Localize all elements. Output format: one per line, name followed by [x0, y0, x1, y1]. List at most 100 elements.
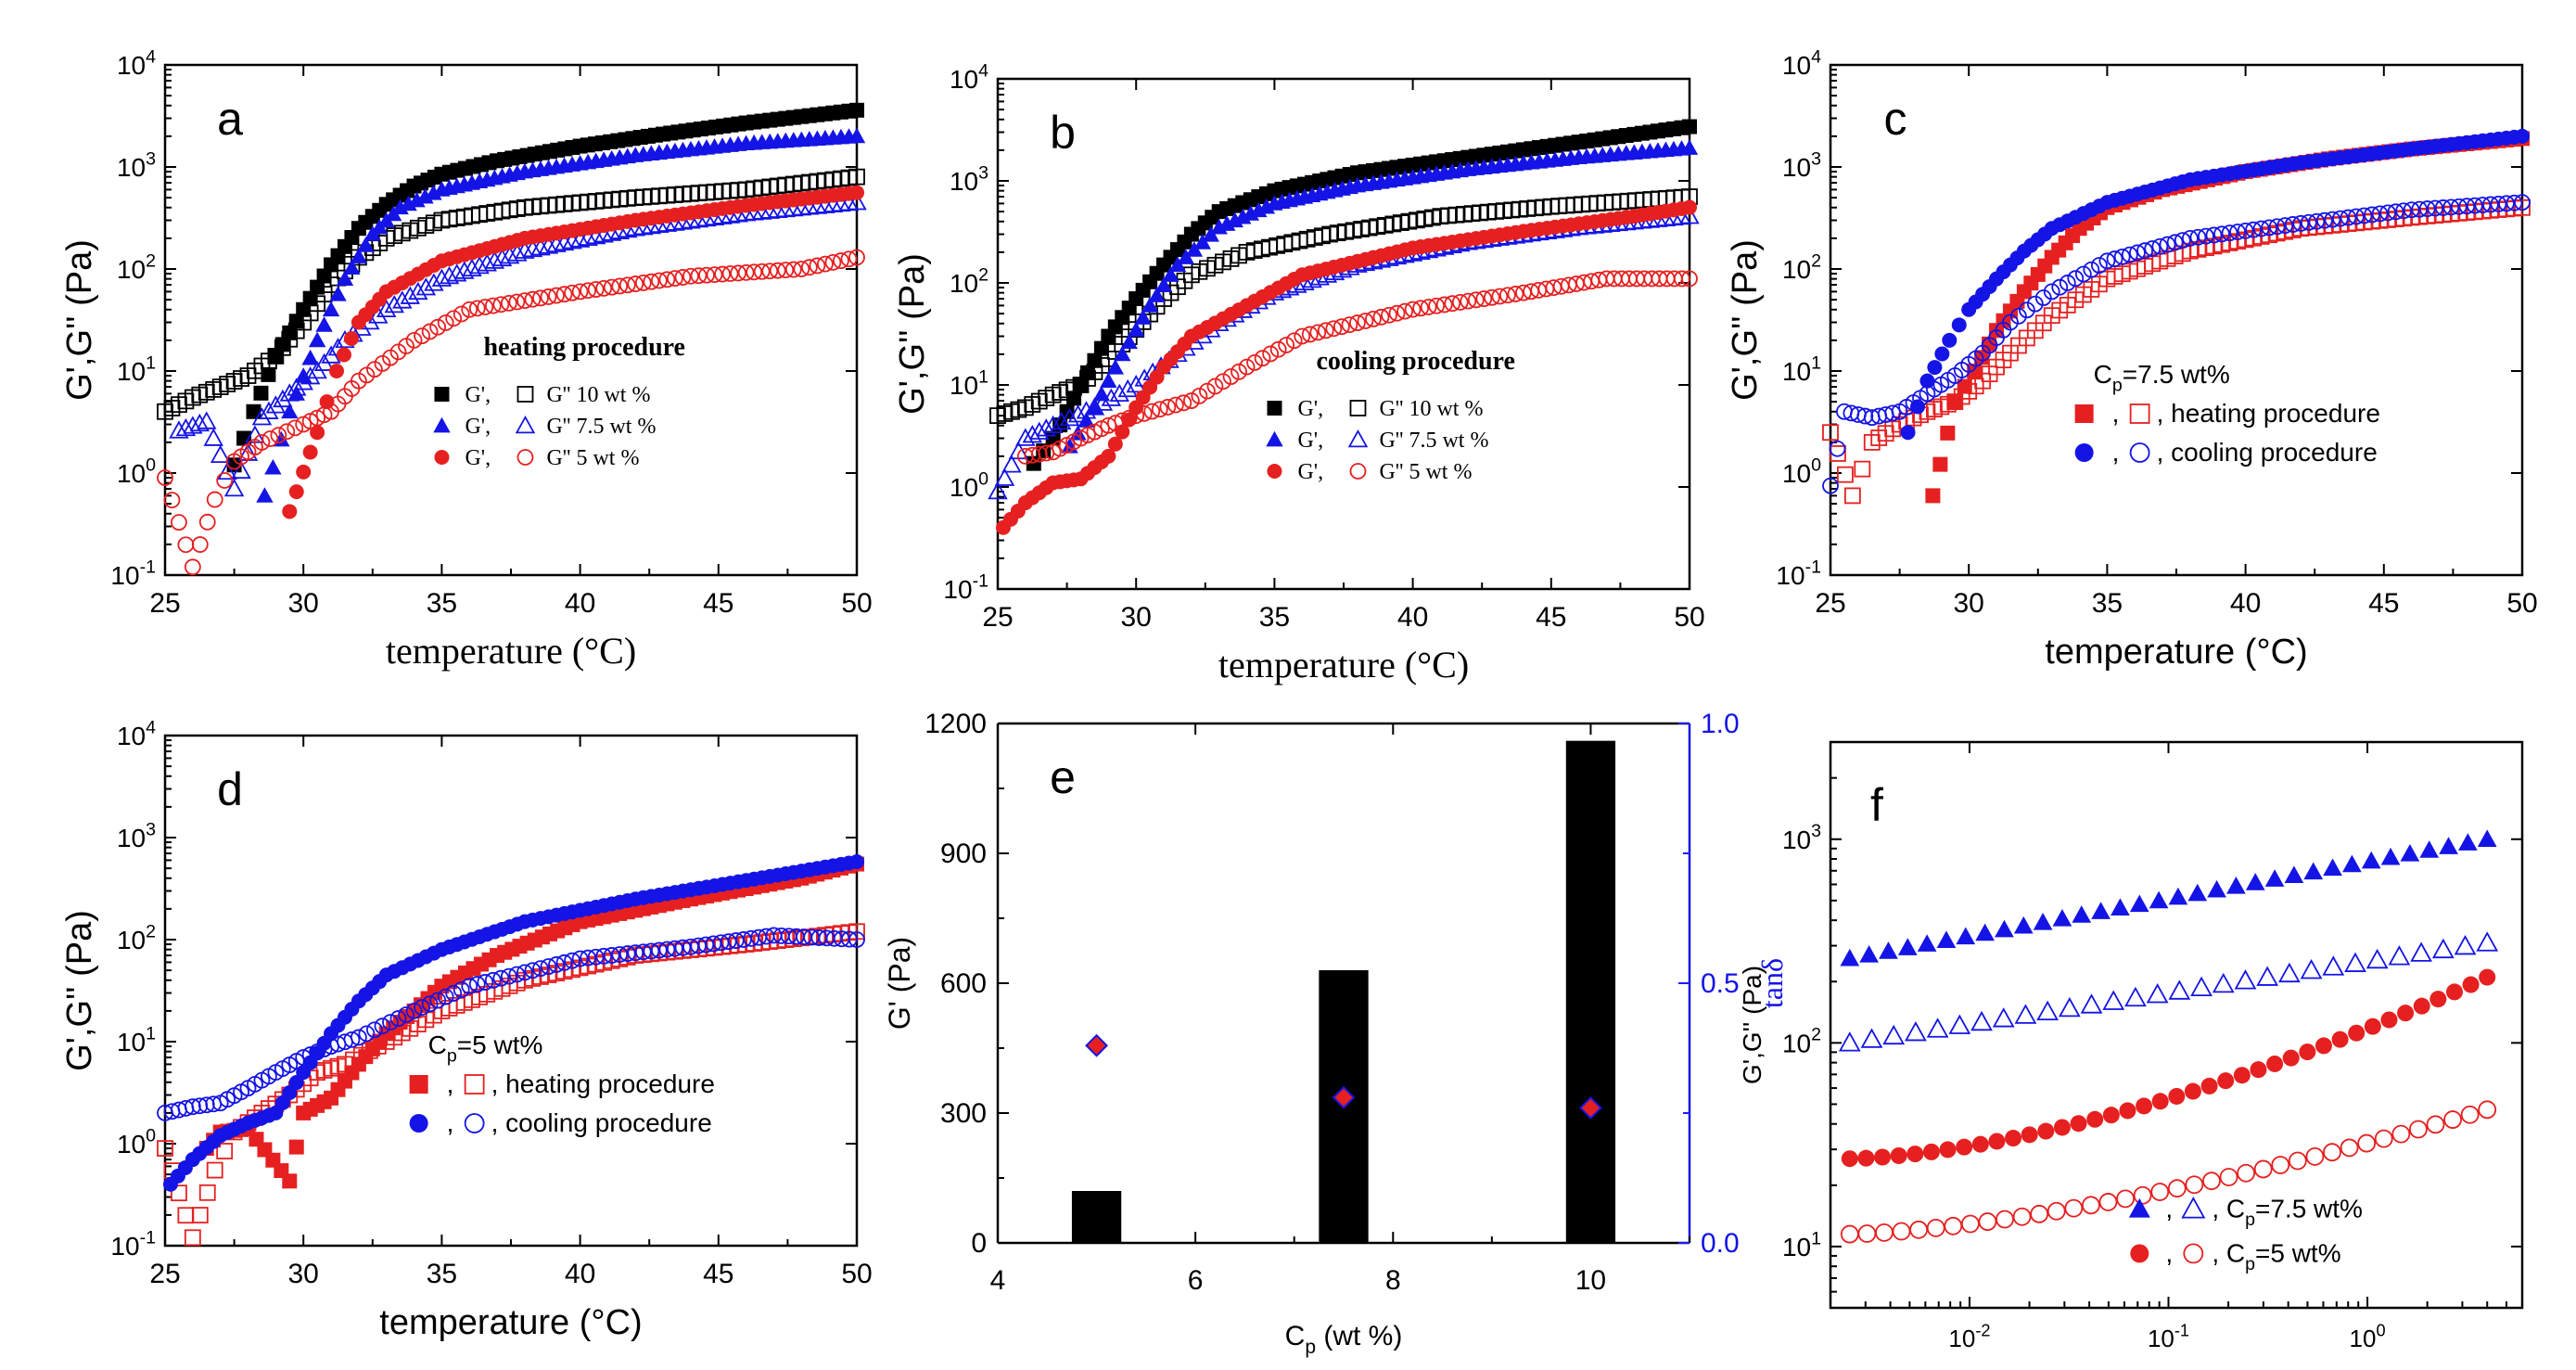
data-point — [2454, 934, 2477, 955]
data-point — [1822, 424, 1839, 442]
tick-exponent: 0 — [1811, 455, 1821, 475]
data-point — [2229, 224, 2246, 240]
bar — [1071, 1191, 1122, 1243]
data-point — [2388, 945, 2411, 966]
data-point — [361, 1042, 378, 1059]
y-tick-label: 102 — [950, 264, 988, 298]
data-point — [191, 536, 209, 553]
y-tick-label: 102 — [1782, 1025, 1821, 1058]
tick-mantissa: 10 — [1776, 561, 1804, 590]
data-point — [163, 492, 181, 508]
tick-exponent: -1 — [973, 570, 988, 591]
data-point — [2237, 222, 2254, 239]
data-point — [2419, 840, 2440, 858]
data-point — [1860, 1028, 1883, 1048]
data-point — [2245, 873, 2265, 890]
data-point — [2323, 1143, 2341, 1162]
data-point — [2034, 289, 2052, 306]
data-point — [1084, 397, 1105, 416]
tick-exponent: 2 — [1811, 250, 1821, 271]
y-tick-label: 600 — [940, 968, 987, 999]
data-point — [2129, 894, 2149, 913]
tick-exponent: 0 — [2376, 1321, 2385, 1339]
data-point — [538, 236, 559, 254]
legend-title: Cp=5 wt% — [428, 1031, 543, 1066]
data-point — [2026, 295, 2044, 313]
panel-letter: c — [1884, 93, 1907, 145]
data-point — [2080, 993, 2103, 1014]
data-point — [1191, 387, 1208, 404]
data-point — [421, 323, 439, 340]
x-tick-label: 25 — [1815, 588, 1845, 619]
panel-letter: f — [1870, 779, 1883, 831]
data-point — [265, 395, 287, 414]
data-point — [499, 246, 520, 264]
text-subscript: p — [2245, 1254, 2255, 1274]
tick-exponent: 3 — [146, 819, 156, 839]
legend-label-b: G'' 7.5 wt % — [1379, 429, 1488, 453]
data-point — [1830, 445, 1846, 462]
data-point — [1115, 424, 1130, 440]
data-point — [1854, 460, 1871, 478]
legend-comma: , — [2112, 399, 2120, 428]
data-point — [847, 192, 867, 211]
tick-exponent: 1 — [978, 366, 988, 387]
data-point — [2174, 232, 2191, 250]
data-point — [1857, 1224, 1877, 1243]
tick-mantissa: 10 — [110, 561, 139, 590]
data-point — [1682, 119, 1697, 134]
data-point — [198, 1184, 216, 1201]
x-tick-label: 100 — [2350, 1321, 2386, 1352]
data-point — [1451, 293, 1469, 311]
data-point — [2010, 307, 2027, 325]
data-point — [1029, 421, 1050, 440]
x-tick-label: 50 — [2506, 588, 2537, 619]
legend-marker-filled — [434, 450, 450, 465]
data-point — [522, 238, 543, 258]
legend-label-b: G'' 10 wt % — [546, 383, 650, 407]
data-point — [2477, 829, 2497, 848]
data-point — [157, 469, 173, 486]
data-point — [157, 1140, 173, 1157]
tick-mantissa: 10 — [117, 1130, 146, 1159]
legend-marker-open — [516, 386, 534, 403]
data-point — [270, 427, 287, 444]
data-point — [2136, 1097, 2153, 1115]
data-point — [336, 270, 354, 287]
data-point — [769, 262, 786, 279]
data-point — [1278, 337, 1295, 353]
data-point — [1841, 1150, 1858, 1168]
data-point — [674, 269, 692, 286]
data-point — [611, 946, 629, 963]
data-point — [564, 952, 580, 969]
data-point — [374, 1018, 391, 1035]
data-point — [2074, 265, 2092, 283]
data-point — [445, 310, 463, 327]
bar — [1565, 740, 1616, 1243]
data-point — [2059, 275, 2076, 291]
data-point — [2168, 887, 2188, 905]
data-point — [2303, 862, 2324, 880]
data-point — [369, 1037, 387, 1055]
data-point — [643, 273, 660, 290]
data-point — [2357, 1133, 2377, 1153]
data-point — [2476, 931, 2499, 952]
data-point — [1175, 394, 1192, 412]
data-point — [2364, 1018, 2381, 1035]
y-tick-label: 103 — [117, 819, 156, 852]
data-point — [2300, 959, 2323, 979]
data-point — [2434, 199, 2452, 216]
text-rest: (wt %) — [1316, 1321, 1402, 1351]
data-point — [315, 316, 333, 332]
data-point — [593, 224, 614, 243]
data-point — [1682, 199, 1697, 215]
data-point — [1843, 487, 1861, 505]
data-point — [405, 331, 423, 349]
data-point — [2355, 207, 2373, 224]
data-point — [2111, 898, 2130, 916]
series-g-5-wt- — [282, 185, 864, 519]
data-point — [1167, 396, 1184, 414]
data-point — [1995, 919, 2014, 938]
legend-label-b: G'' 5 wt % — [1379, 460, 1472, 484]
legend-marker-open — [2129, 403, 2150, 424]
